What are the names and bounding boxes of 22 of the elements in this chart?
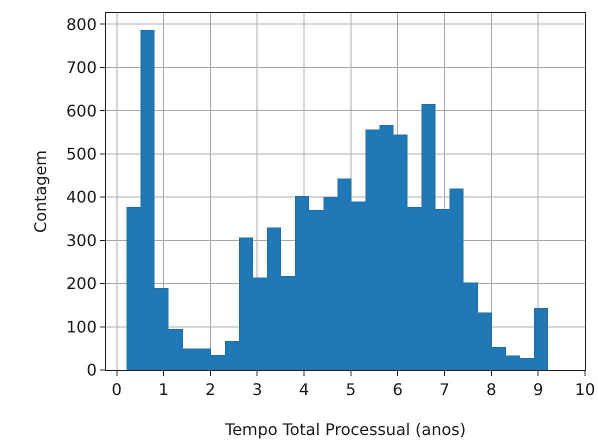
- x-axis-title: Tempo Total Processual (anos): [224, 420, 466, 439]
- x-tick-label: 1: [158, 380, 169, 400]
- y-tick-label: 300: [66, 230, 97, 250]
- x-tick-label: 2: [205, 380, 216, 400]
- x-tick-label: 8: [486, 380, 496, 400]
- y-tick-label: 700: [66, 58, 97, 78]
- y-tick-label: 500: [66, 144, 97, 164]
- x-tick-label: 10: [574, 380, 596, 400]
- y-axis-title: Contagem: [31, 150, 50, 233]
- x-tick-label: 3: [252, 380, 262, 400]
- x-tick-label: 6: [392, 380, 403, 400]
- y-tick-label: 600: [66, 101, 97, 120]
- x-tick-label: 4: [298, 380, 310, 400]
- y-tick-label: 100: [66, 317, 97, 336]
- y-tick-label: 800: [66, 14, 97, 34]
- x-tick-label: 0: [112, 380, 122, 400]
- x-tick-label: 7: [439, 380, 450, 400]
- y-tick-label: 400: [66, 188, 97, 207]
- x-tick-label: 9: [533, 380, 544, 400]
- y-tick-label: 200: [66, 274, 97, 294]
- y-tick-label: 0: [86, 360, 97, 380]
- x-tick-label: 5: [346, 380, 356, 400]
